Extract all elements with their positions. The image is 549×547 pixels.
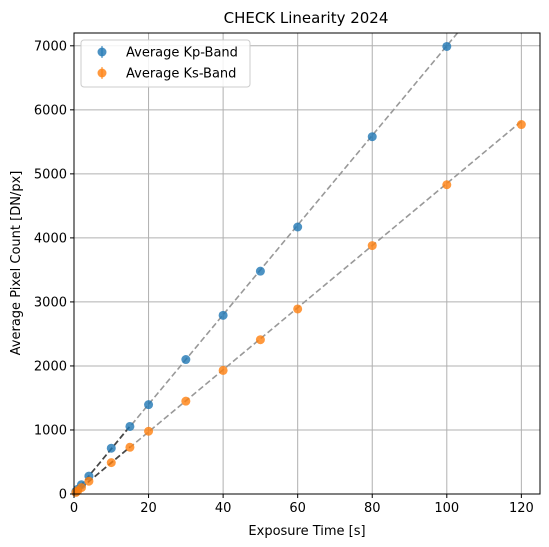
ks-band-point (516, 120, 526, 130)
x-axis-ticks: 0 20 40 60 80 100 120 (70, 494, 534, 516)
kp-band-point (125, 421, 135, 431)
x-tick-label: 60 (289, 501, 306, 516)
legend-marker (97, 47, 107, 57)
kp-band-point (442, 41, 452, 51)
ks-band-point (125, 442, 135, 452)
chart-title: CHECK Linearity 2024 (224, 9, 389, 27)
kp-band-point (181, 355, 191, 365)
y-tick-label: 1000 (34, 423, 67, 438)
x-tick-label: 0 (70, 501, 78, 516)
ks-band-point (76, 483, 86, 493)
ks-band-point (144, 426, 154, 436)
ks-band-point (255, 335, 265, 345)
legend-marker (97, 68, 107, 78)
kp-band-point (106, 443, 116, 453)
kp-band-point (293, 222, 303, 232)
y-tick-label: 6000 (34, 103, 67, 118)
legend-label: Average Kp-Band (126, 46, 238, 61)
y-tick-label: 5000 (34, 167, 67, 182)
data-points (71, 41, 526, 497)
legend: Average Kp-Band Average Ks-Band (80, 39, 251, 88)
x-tick-label: 40 (215, 501, 232, 516)
y-axis-ticks: 0 1000 2000 3000 4000 5000 6000 7000 (34, 39, 74, 503)
fit-line (73, 32, 459, 495)
ks-band-point (106, 458, 116, 468)
y-axis-label: Average Pixel Count [DN/px] (9, 171, 24, 356)
kp-band-point (218, 310, 228, 320)
plot-frame (73, 32, 541, 495)
ks-band-point (367, 241, 377, 251)
ks-band-point (293, 304, 303, 314)
x-tick-label: 100 (434, 501, 459, 516)
y-tick-label: 7000 (34, 39, 67, 54)
y-tick-label: 0 (59, 488, 67, 503)
legend-box (80, 39, 251, 88)
grid (73, 33, 540, 495)
y-tick-label: 4000 (34, 231, 67, 246)
kp-band-point (144, 400, 154, 410)
x-tick-label: 20 (140, 501, 157, 516)
ks-band-point (442, 180, 452, 190)
ks-band-point (181, 396, 191, 406)
kp-band-point (367, 132, 377, 142)
y-tick-label: 3000 (34, 295, 67, 310)
ks-band-point (218, 365, 228, 375)
x-tick-label: 80 (364, 501, 381, 516)
x-tick-label: 120 (509, 501, 534, 516)
ks-band-point (84, 476, 94, 486)
y-tick-label: 2000 (34, 359, 67, 374)
kp-band-point (255, 266, 265, 276)
x-axis-label: Exposure Time [s] (248, 524, 365, 539)
legend-label: Average Ks-Band (126, 67, 236, 82)
